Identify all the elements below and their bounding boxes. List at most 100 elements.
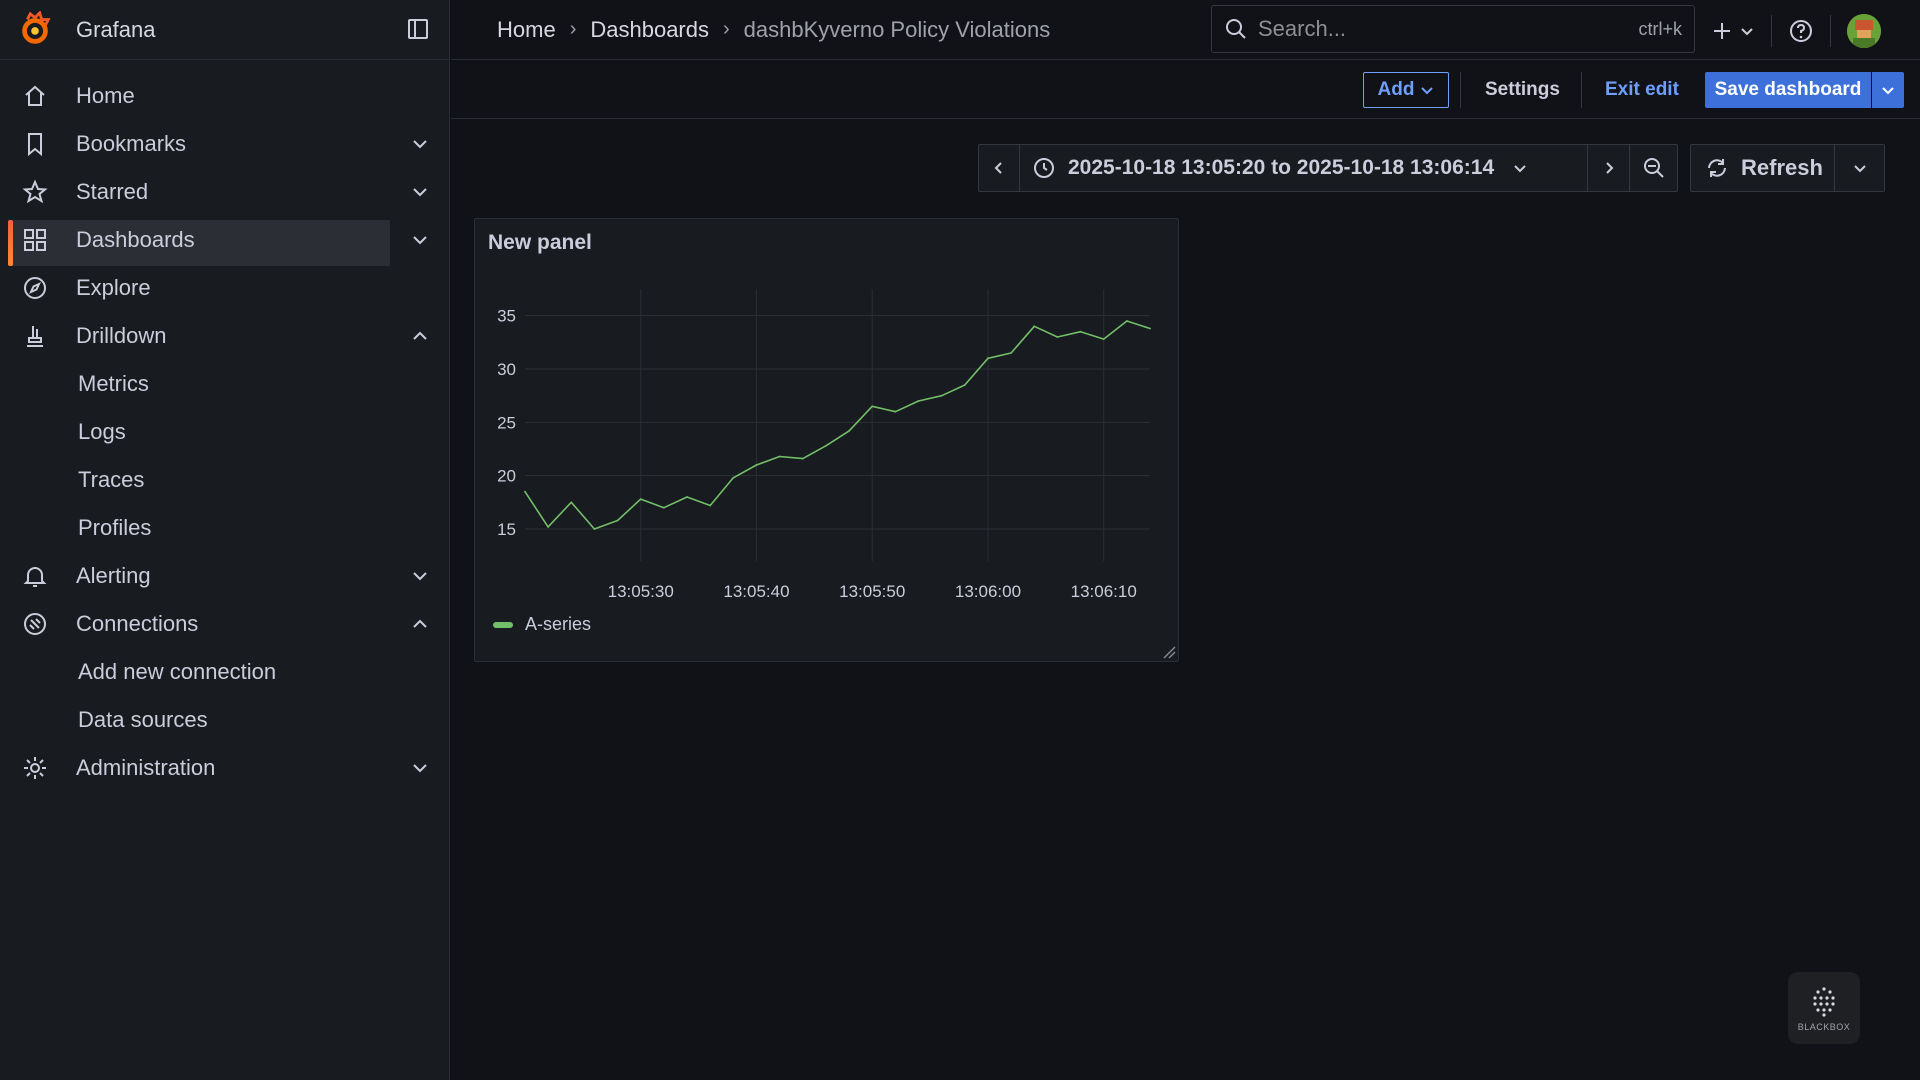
settings-button[interactable]: Settings <box>1485 79 1560 100</box>
data-point <box>894 410 897 413</box>
chevron-down-icon[interactable] <box>410 566 430 586</box>
time-forward-button[interactable] <box>1588 144 1630 192</box>
add-button[interactable]: Add <box>1363 72 1449 108</box>
sidebar-item-bookmarks[interactable]: Bookmarks <box>0 120 449 168</box>
y-tick-label: 25 <box>497 413 516 432</box>
search-input[interactable]: Search... ctrl+k <box>1211 5 1695 53</box>
chevron-down-icon[interactable] <box>410 134 430 154</box>
chevron-down-icon <box>1853 165 1866 173</box>
data-point <box>1125 320 1128 322</box>
y-tick-label: 20 <box>497 467 516 486</box>
legend: A-series <box>493 614 591 635</box>
y-tick-label: 30 <box>497 360 516 379</box>
data-point <box>732 476 735 479</box>
sidebar-item-metrics[interactable]: Metrics <box>0 360 449 408</box>
refresh-picker: Refresh <box>1690 144 1885 192</box>
chevron-left-icon <box>994 162 1002 174</box>
chevron-up-icon[interactable] <box>410 614 430 634</box>
chevron-right-icon <box>1605 162 1613 174</box>
divider <box>1581 72 1582 108</box>
y-tick-label: 15 <box>497 520 516 539</box>
data-point <box>987 357 989 360</box>
x-tick-label: 13:06:00 <box>955 582 1021 601</box>
drilldown-icon <box>27 326 43 347</box>
chevron-down-icon[interactable] <box>410 230 430 250</box>
sidebar-item-label: Add new connection <box>78 659 277 684</box>
breadcrumb-item[interactable]: Dashboards <box>590 16 709 42</box>
chevron-up-icon[interactable] <box>410 326 430 346</box>
sidebar-item-dashboards[interactable]: Dashboards <box>0 216 449 266</box>
panel-title[interactable]: New panel <box>488 231 592 254</box>
sidebar-item-drilldown[interactable]: Drilldown <box>0 312 449 360</box>
divider <box>1830 15 1831 47</box>
top-bar: Home › Dashboards › dashbKyverno Policy Viol… <box>451 0 1920 60</box>
sidebar-item-add-new-connection[interactable]: Add new connection <box>0 648 449 696</box>
sidebar-item-label: Profiles <box>78 515 152 540</box>
data-point <box>940 394 943 397</box>
data-point <box>616 519 619 522</box>
refresh-label: Refresh <box>1741 155 1823 180</box>
data-point <box>755 464 758 466</box>
legend-swatch <box>493 621 513 628</box>
sidebar-item-label: Connections <box>76 611 199 636</box>
data-point <box>917 400 920 402</box>
data-point <box>662 506 665 509</box>
data-point <box>1056 336 1059 338</box>
sidebar-item-administration[interactable]: Administration <box>0 744 449 792</box>
sidebar-item-starred[interactable]: Starred <box>0 168 449 216</box>
blackbox-label: BLACKBOX <box>1797 1022 1851 1032</box>
sidebar-item-logs[interactable]: Logs <box>0 408 449 456</box>
sidebar-item-profiles[interactable]: Profiles <box>0 504 449 552</box>
data-point <box>963 384 966 386</box>
time-range-picker: 2025-10-18 13:05:20 to 2025-10-18 13:06:… <box>978 144 1678 192</box>
y-tick-label: 35 <box>497 307 516 326</box>
sidebar-item-label: Administration <box>76 755 216 780</box>
cog-icon <box>24 757 46 779</box>
sidebar-item-label: Alerting <box>76 563 151 588</box>
grafana-logo-icon[interactable] <box>16 10 54 49</box>
time-range-label: 2025-10-18 13:05:20 to 2025-10-18 13:06:… <box>1068 156 1495 179</box>
plus-icon[interactable] <box>1711 20 1733 42</box>
sidebar-item-alerting[interactable]: Alerting <box>0 552 449 600</box>
refresh-button[interactable]: Refresh <box>1690 144 1835 192</box>
dock-menu-icon[interactable] <box>406 17 430 41</box>
refresh-interval-button[interactable] <box>1835 144 1885 192</box>
chevron-down-icon[interactable] <box>1739 23 1755 39</box>
plug-icon <box>24 613 46 635</box>
blackbox-logo-icon <box>1813 987 1835 1017</box>
save-dashboard-button[interactable]: Save dashboard <box>1705 72 1871 108</box>
data-point <box>871 405 874 408</box>
help-icon[interactable] <box>1788 18 1814 44</box>
sidebar-item-explore[interactable]: Explore <box>0 264 449 312</box>
data-point <box>709 504 712 507</box>
avatar[interactable] <box>1847 14 1881 48</box>
save-options-button[interactable] <box>1872 72 1904 108</box>
time-back-button[interactable] <box>978 144 1020 192</box>
data-point <box>1149 327 1151 330</box>
sidebar-item-label: Explore <box>76 275 151 300</box>
chevron-down-icon[interactable] <box>410 182 430 202</box>
search-shortcut: ctrl+k <box>1638 18 1682 39</box>
sidebar-item-label: Data sources <box>78 707 208 732</box>
sidebar-item-connections[interactable]: Connections <box>0 600 449 648</box>
x-tick-label: 13:05:50 <box>839 582 905 601</box>
breadcrumb-separator-icon: › <box>569 18 577 40</box>
sidebar-item-label: Dashboards <box>76 227 195 252</box>
sidebar-item-data-sources[interactable]: Data sources <box>0 696 449 744</box>
breadcrumb-item[interactable]: Home <box>497 16 556 42</box>
data-point <box>570 501 573 504</box>
sidebar-item-label: Drilldown <box>76 323 167 348</box>
zoom-out-button[interactable] <box>1630 144 1678 192</box>
data-point <box>1010 352 1013 354</box>
dashboard-panel[interactable]: 15 20 25 30 35 13:05:30 13:05:40 13:05:50 13:06:… <box>474 218 1179 662</box>
data-point <box>524 490 526 493</box>
resize-handle-icon[interactable] <box>1162 645 1176 659</box>
data-point <box>1033 325 1036 328</box>
blackbox-widget[interactable]: BLACKBOX <box>1788 972 1860 1044</box>
sidebar-item-traces[interactable]: Traces <box>0 456 449 504</box>
time-range-button[interactable]: 2025-10-18 13:05:20 to 2025-10-18 13:06:… <box>1020 144 1588 192</box>
sidebar-item-home[interactable]: Home <box>0 72 449 120</box>
exit-edit-button[interactable]: Exit edit <box>1605 79 1679 100</box>
chevron-down-icon[interactable] <box>410 758 430 778</box>
legend-label[interactable]: A-series <box>525 614 592 634</box>
